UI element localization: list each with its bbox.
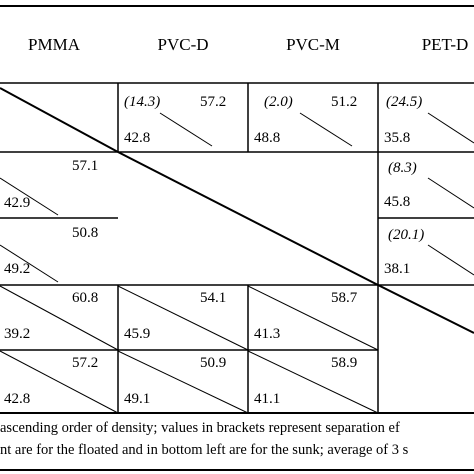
- cell-sunk-value: 49.2: [4, 261, 31, 277]
- footnote-line-1: ascending order of density; values in br…: [0, 420, 400, 436]
- cell-separation: (20.1): [388, 227, 425, 243]
- cell-sunk-value: 38.1: [384, 261, 411, 277]
- cell-separation: (24.5): [386, 94, 423, 110]
- cell-sunk-value: 45.8: [384, 194, 411, 210]
- cell-sunk-value: 41.1: [254, 391, 281, 407]
- cell-floated-value: 50.9: [200, 355, 227, 371]
- diag-block-1: [0, 87, 119, 153]
- cell-sunk-value: 48.8: [254, 130, 281, 146]
- cell-separation: (14.3): [124, 94, 161, 110]
- cell-floated-value: 60.8: [72, 290, 99, 306]
- cell-floated-value: 58.9: [331, 355, 358, 371]
- cell-floated-value: 51.2: [331, 94, 358, 110]
- cell-sunk-value: 42.8: [4, 391, 31, 407]
- cell-sunk-value: 41.3: [254, 326, 281, 342]
- cell-sunk-value: 45.9: [124, 326, 151, 342]
- cell-sunk-value: 39.2: [4, 326, 31, 342]
- cell-separation: (2.0): [264, 94, 293, 110]
- cell-floated-value: 50.8: [72, 225, 99, 241]
- diag-block-2: [117, 151, 379, 286]
- cell-separation: (8.3): [388, 160, 417, 176]
- footnote-line-2: nt are for the floated and in bottom lef…: [0, 442, 409, 458]
- cell-sunk-value: 42.8: [124, 130, 151, 146]
- cell-floated-value: 57.1: [72, 158, 99, 174]
- cell-floated-value: 57.2: [200, 94, 227, 110]
- column-header-pvc-m: PVC-M: [286, 35, 340, 54]
- column-header-pet-d: PET-D: [421, 35, 469, 54]
- cell-sunk-value: 49.1: [124, 391, 151, 407]
- column-header-pvc-d: PVC-D: [157, 35, 209, 54]
- column-header-pmma: PMMA: [28, 35, 80, 54]
- cell-floated-value: 57.2: [72, 355, 99, 371]
- cell-sunk-value: 42.9: [4, 195, 31, 211]
- diag-block-3: [377, 284, 474, 334]
- cell-floated-value: 58.7: [331, 290, 358, 306]
- cell-sunk-value: 35.8: [384, 130, 411, 146]
- cell-floated-value: 54.1: [200, 290, 227, 306]
